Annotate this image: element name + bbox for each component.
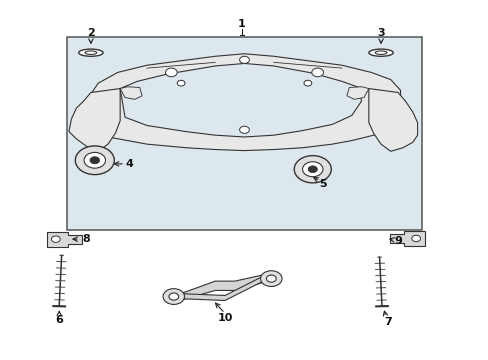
Circle shape (266, 275, 276, 282)
Text: 4: 4 (126, 159, 134, 169)
Circle shape (51, 236, 60, 242)
Circle shape (260, 271, 282, 287)
Circle shape (302, 162, 322, 177)
Circle shape (311, 68, 323, 77)
Circle shape (165, 68, 177, 77)
Polygon shape (181, 275, 264, 300)
Bar (66, 37, 422, 230)
Polygon shape (69, 89, 120, 151)
Text: 7: 7 (384, 317, 391, 327)
Text: 1: 1 (238, 19, 245, 29)
Circle shape (168, 293, 178, 300)
Circle shape (177, 80, 184, 86)
Circle shape (75, 146, 114, 175)
Polygon shape (83, 54, 400, 150)
Polygon shape (120, 87, 142, 99)
Circle shape (304, 80, 311, 86)
Ellipse shape (368, 49, 392, 56)
Polygon shape (389, 231, 424, 246)
Text: 3: 3 (376, 28, 384, 38)
Ellipse shape (85, 51, 97, 54)
Text: 2: 2 (87, 28, 95, 38)
Circle shape (239, 126, 249, 134)
Text: 6: 6 (55, 315, 63, 325)
Polygon shape (368, 89, 417, 151)
Circle shape (239, 56, 249, 63)
Circle shape (411, 235, 420, 242)
Circle shape (84, 152, 105, 168)
Circle shape (307, 166, 317, 173)
Text: 10: 10 (217, 313, 232, 323)
Circle shape (294, 156, 330, 183)
Circle shape (90, 157, 100, 164)
Polygon shape (346, 87, 368, 99)
Polygon shape (120, 63, 361, 137)
Circle shape (163, 289, 184, 305)
Text: 9: 9 (393, 236, 401, 246)
Text: 5: 5 (318, 179, 325, 189)
Text: 8: 8 (82, 234, 90, 244)
Ellipse shape (79, 49, 103, 56)
Polygon shape (47, 231, 82, 247)
Ellipse shape (374, 51, 386, 54)
Polygon shape (181, 276, 264, 301)
